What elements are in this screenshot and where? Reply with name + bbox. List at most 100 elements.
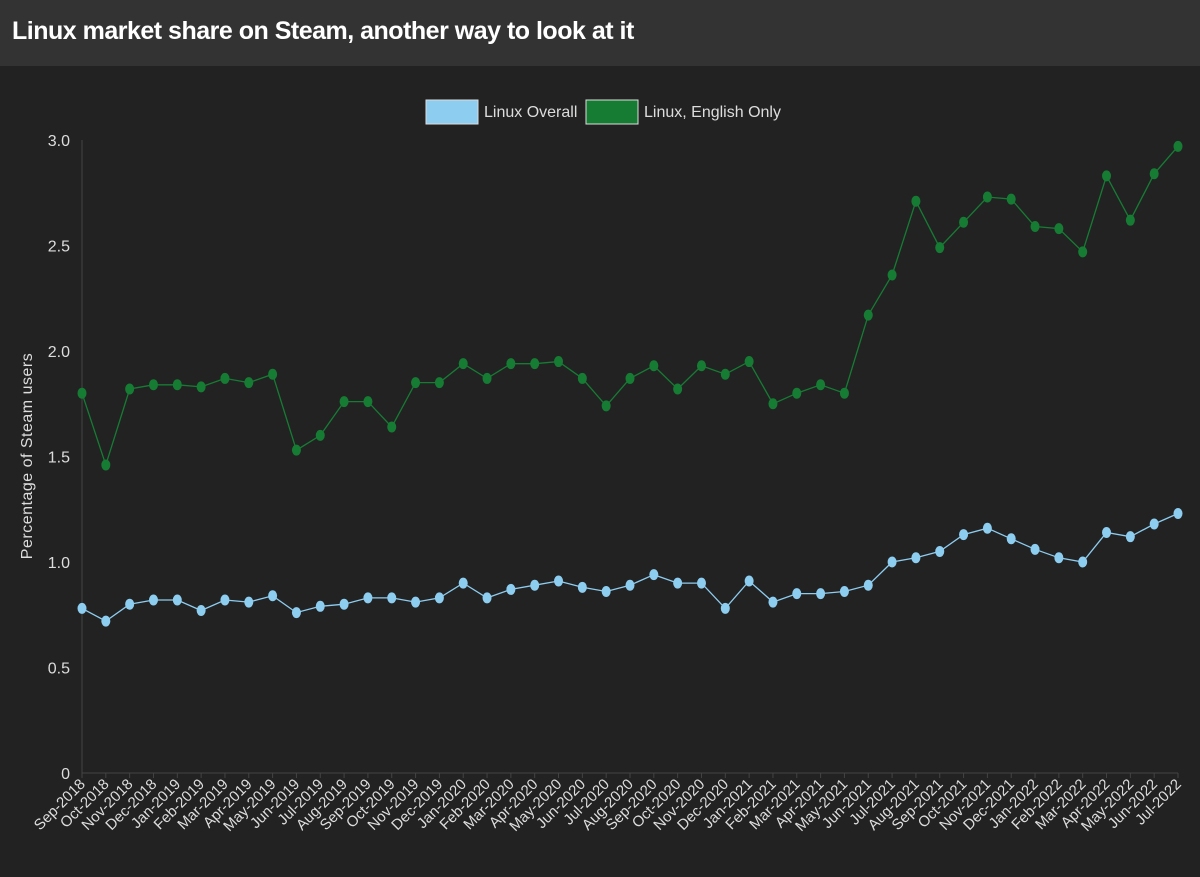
data-point bbox=[601, 400, 611, 412]
data-point bbox=[172, 379, 182, 391]
data-point bbox=[339, 598, 349, 610]
data-point bbox=[482, 592, 492, 604]
data-point bbox=[77, 602, 87, 614]
title-bar: Linux market share on Steam, another way… bbox=[0, 0, 1200, 66]
data-point bbox=[172, 594, 182, 606]
data-point bbox=[125, 598, 135, 610]
data-point bbox=[696, 360, 706, 372]
data-point bbox=[339, 396, 349, 408]
data-point bbox=[816, 588, 826, 600]
data-point bbox=[101, 615, 111, 627]
data-point bbox=[1054, 223, 1064, 235]
data-point bbox=[768, 398, 778, 410]
data-point bbox=[268, 368, 278, 380]
data-point bbox=[411, 596, 421, 608]
axes: 00.51.01.52.02.53.0Sep-2018Oct-2018Nov-2… bbox=[31, 133, 1185, 835]
data-point bbox=[1030, 221, 1040, 233]
data-point bbox=[315, 429, 325, 441]
data-point bbox=[291, 444, 301, 456]
data-point bbox=[411, 377, 421, 389]
data-point bbox=[506, 583, 516, 595]
legend-label: Linux Overall bbox=[484, 104, 577, 121]
data-point bbox=[1125, 531, 1135, 543]
data-point bbox=[220, 372, 230, 384]
data-point bbox=[530, 358, 540, 370]
data-point bbox=[458, 358, 468, 370]
data-point bbox=[125, 383, 135, 395]
data-point bbox=[982, 522, 992, 534]
data-point bbox=[434, 592, 444, 604]
data-point bbox=[935, 545, 945, 557]
y-tick-label: 0.5 bbox=[48, 661, 70, 678]
data-point bbox=[363, 396, 373, 408]
data-point bbox=[673, 577, 683, 589]
y-tick-label: 1.5 bbox=[48, 450, 70, 467]
data-point bbox=[649, 360, 659, 372]
data-point bbox=[244, 377, 254, 389]
series-line-1 bbox=[81, 145, 1179, 468]
y-tick-label: 2.0 bbox=[48, 344, 70, 361]
data-point bbox=[1102, 526, 1112, 538]
data-point bbox=[530, 579, 540, 591]
data-point bbox=[744, 356, 754, 368]
data-point bbox=[148, 594, 158, 606]
data-point bbox=[839, 586, 849, 598]
data-point bbox=[77, 387, 87, 399]
data-point bbox=[1125, 214, 1135, 226]
data-point bbox=[935, 242, 945, 254]
data-point bbox=[601, 586, 611, 598]
page-title: Linux market share on Steam, another way… bbox=[12, 17, 634, 45]
data-point bbox=[696, 577, 706, 589]
data-point bbox=[911, 195, 921, 207]
data-point bbox=[291, 607, 301, 619]
data-point bbox=[816, 379, 826, 391]
data-point bbox=[1149, 168, 1159, 180]
data-point bbox=[744, 575, 754, 587]
data-point bbox=[1030, 543, 1040, 555]
data-point bbox=[101, 459, 111, 471]
y-tick-label: 1.0 bbox=[48, 555, 70, 572]
data-point bbox=[649, 569, 659, 581]
data-point bbox=[768, 596, 778, 608]
data-point bbox=[1006, 533, 1016, 545]
data-point bbox=[458, 577, 468, 589]
series-points bbox=[77, 140, 1183, 627]
data-point bbox=[625, 579, 635, 591]
data-point bbox=[482, 372, 492, 384]
data-point bbox=[315, 600, 325, 612]
data-point bbox=[1173, 140, 1183, 152]
data-point bbox=[196, 381, 206, 393]
data-point bbox=[554, 356, 564, 368]
data-point bbox=[720, 602, 730, 614]
data-point bbox=[1173, 507, 1183, 519]
data-point bbox=[887, 269, 897, 281]
data-point bbox=[625, 372, 635, 384]
data-point bbox=[792, 387, 802, 399]
data-point bbox=[220, 594, 230, 606]
legend-swatch bbox=[425, 99, 479, 125]
data-point bbox=[1102, 170, 1112, 182]
data-point bbox=[863, 309, 873, 321]
data-point bbox=[577, 372, 587, 384]
data-point bbox=[1078, 556, 1088, 568]
data-point bbox=[244, 596, 254, 608]
data-point bbox=[554, 575, 564, 587]
data-point bbox=[959, 529, 969, 541]
y-axis-label: Percentage of Steam users bbox=[19, 353, 36, 559]
data-point bbox=[982, 191, 992, 203]
data-point bbox=[434, 377, 444, 389]
line-chart: Linux Overall Linux, English Only Percent… bbox=[19, 99, 1185, 835]
data-point bbox=[387, 592, 397, 604]
data-point bbox=[1054, 552, 1064, 564]
data-point bbox=[1078, 246, 1088, 258]
data-point bbox=[792, 588, 802, 600]
data-point bbox=[506, 358, 516, 370]
legend-label: Linux, English Only bbox=[644, 104, 781, 121]
data-point bbox=[363, 592, 373, 604]
legend: Linux Overall Linux, English Only bbox=[425, 99, 781, 125]
data-point bbox=[387, 421, 397, 433]
data-point bbox=[148, 379, 158, 391]
data-point bbox=[196, 605, 206, 617]
data-point bbox=[673, 383, 683, 395]
data-point bbox=[959, 216, 969, 228]
